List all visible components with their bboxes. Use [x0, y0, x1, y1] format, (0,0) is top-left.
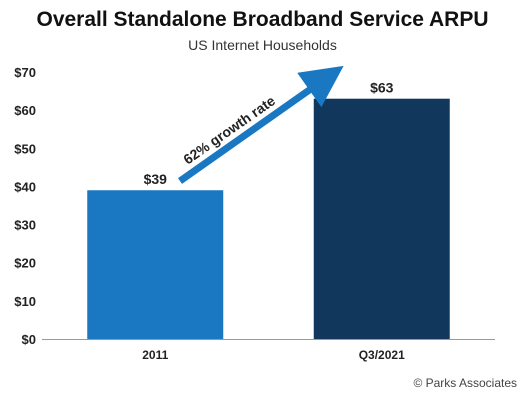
y-tick-label: $0	[22, 332, 36, 347]
chart-subtitle: US Internet Households	[188, 37, 337, 53]
y-tick-label: $70	[14, 65, 36, 80]
y-tick-label: $40	[14, 179, 36, 194]
y-tick-label: $50	[14, 141, 36, 156]
y-tick-label: $20	[14, 256, 36, 271]
bar-2011	[87, 190, 224, 339]
x-axis-ticks: 2011 Q3/2021	[142, 348, 405, 362]
bar-value-label: $39	[144, 171, 168, 187]
bars-group: $39 $63	[87, 80, 450, 339]
y-axis-ticks: $0 $10 $20 $30 $40 $50 $60 $70	[14, 65, 36, 347]
chart-title: Overall Standalone Broadband Service ARP…	[36, 8, 489, 31]
growth-annotation: 62% growth rate	[177, 65, 344, 184]
y-tick-label: $60	[14, 103, 36, 118]
y-tick-label: $30	[14, 218, 36, 233]
x-tick-label: Q3/2021	[359, 348, 405, 362]
growth-arrow	[177, 65, 344, 184]
copyright-credit: © Parks Associates	[413, 376, 517, 390]
bar-q3-2021	[313, 98, 450, 339]
y-tick-label: $10	[14, 294, 36, 309]
x-tick-label: 2011	[142, 348, 168, 362]
growth-rate-label: 62% growth rate	[180, 92, 278, 167]
bar-value-label: $63	[370, 80, 394, 96]
